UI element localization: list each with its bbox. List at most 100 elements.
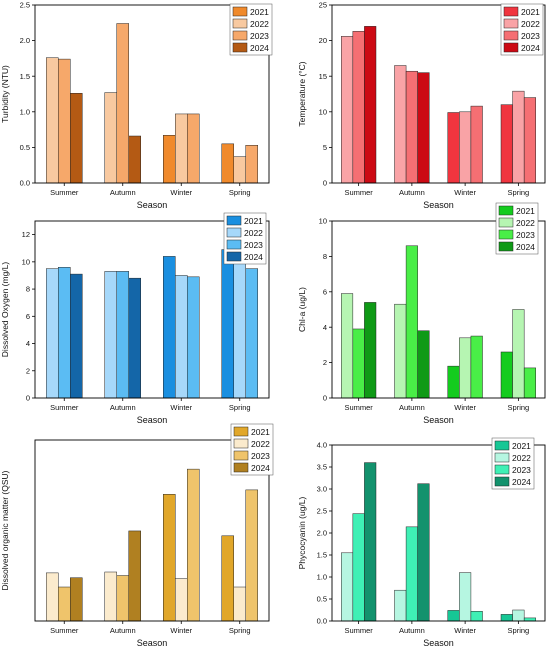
legend-swatch-2022 [233,438,249,449]
chart-panel-2: Summer Autumn Winter Spring 0 5 10 15 20 25 Season… [297,1,546,210]
bar-summer-2024 [70,93,83,184]
y-tick-label: 3.5 [317,463,327,472]
bar-summer-2023 [58,586,71,622]
y-tick-label: 5 [323,143,327,152]
bar-winter-2023 [187,468,200,622]
bar-winter-2021 [447,365,460,399]
x-tick-label-summer: Summer [50,626,79,635]
y-tick-label: 2.0 [317,529,327,538]
chart-panel-5: Summer Autumn Winter Spring Season Dissolved … [0,423,274,648]
legend-label-2023: 2023 [250,31,269,41]
legend-swatch-2022 [494,452,510,463]
bar-spring-2022 [233,586,246,622]
bar-summer-2024 [364,302,377,399]
legend-swatch-2023 [503,30,519,41]
bar-summer-2024 [364,26,377,184]
bar-autumn-2024 [128,135,141,184]
bar-winter-2021 [163,256,176,399]
bar-winter-2023 [187,113,200,184]
y-tick-label: 0.5 [20,143,30,152]
legend: 2021 2022 2023 2024 [500,3,544,56]
legend-swatch-2022 [232,18,248,29]
x-tick-label-winter: Winter [454,626,476,635]
y-tick-label: 2.5 [317,507,327,516]
y-tick-label: 4 [26,339,30,348]
legend-swatch-2024 [498,241,514,252]
y-axis-label: Turbidity (NTU) [0,65,10,123]
y-tick-label: 10 [22,257,30,266]
bar-spring-2022 [512,609,525,622]
bar-autumn-2023 [405,526,418,622]
y-tick-label: 0 [26,394,30,403]
y-tick-label: 4 [323,323,327,332]
x-tick-label-summer: Summer [344,188,373,197]
bar-summer-2023 [58,58,71,184]
bar-autumn-2022 [104,571,117,622]
legend-label-2024: 2024 [251,463,270,473]
bar-autumn-2024 [128,277,141,399]
bar-winter-2021 [163,494,176,622]
x-tick-label-summer: Summer [50,403,79,412]
x-tick-label-spring: Spring [229,403,251,412]
bar-spring-2023 [245,145,258,184]
y-tick-label: 10 [319,107,327,116]
bar-autumn-2023 [116,271,129,399]
legend-swatch-2023 [226,239,242,250]
x-tick-label-autumn: Autumn [399,188,425,197]
bar-summer-2022 [46,57,59,184]
legend: 2021 2022 2023 2024 [495,202,539,255]
bar-autumn-2024 [417,483,430,622]
legend-swatch-2022 [226,227,242,238]
bar-summer-2022 [46,268,59,399]
chart-panel-1: Summer Autumn Winter Spring 0.0 0.5 1.0 1.5 2.0 2… [0,1,273,210]
y-tick-label: 1.0 [317,573,327,582]
bar-spring-2022 [512,309,525,399]
legend-label-2021: 2021 [250,7,269,17]
bar-summer-2023 [58,267,71,399]
plot-frame [34,4,270,184]
legend-swatch-2023 [233,450,249,461]
bar-autumn-2022 [394,303,407,399]
legend-swatch-2024 [503,42,519,53]
y-tick-label: 1.0 [20,107,30,116]
legend-swatch-2024 [494,476,510,487]
y-tick-label: 25 [319,1,327,10]
y-tick-label: 0 [323,179,327,188]
x-tick-label-winter: Winter [454,188,476,197]
bar-spring-2021 [500,351,513,399]
legend: 2021 2022 2023 2024 [491,437,535,490]
y-tick-label: 1.5 [317,551,327,560]
y-tick-label: 10 [319,217,327,226]
bar-autumn-2024 [417,330,430,399]
y-tick-label: 12 [22,230,30,239]
x-axis-label: Season [137,638,168,648]
x-tick-label-spring: Spring [229,188,251,197]
legend-label-2022: 2022 [516,218,535,228]
legend-label-2023: 2023 [244,240,263,250]
x-axis-label: Season [423,638,454,648]
legend-swatch-2024 [232,42,248,53]
y-axis-label: Dissolved organic matter (QSU) [0,470,10,590]
legend-label-2021: 2021 [251,427,270,437]
bar-autumn-2024 [417,72,430,184]
legend-label-2024: 2024 [250,43,269,53]
y-axis-label: Chl-a (ug/L) [297,287,307,332]
legend-swatch-2021 [503,6,519,17]
legend-swatch-2021 [494,440,510,451]
bar-summer-2024 [70,273,83,399]
bar-winter-2023 [470,611,483,622]
bar-summer-2024 [70,577,83,622]
plot-frame [34,439,270,622]
bar-spring-2023 [523,617,536,622]
bar-winter-2022 [175,275,188,399]
bar-autumn-2023 [116,575,129,622]
bar-summer-2022 [341,552,354,622]
y-tick-label: 0.0 [317,617,327,626]
x-tick-label-winter: Winter [454,403,476,412]
bar-autumn-2023 [405,70,418,184]
legend: 2021 2022 2023 2024 [229,3,273,56]
x-tick-label-winter: Winter [170,188,192,197]
y-tick-label: 0.5 [317,595,327,604]
bar-summer-2022 [341,293,354,399]
x-tick-label-autumn: Autumn [110,626,136,635]
